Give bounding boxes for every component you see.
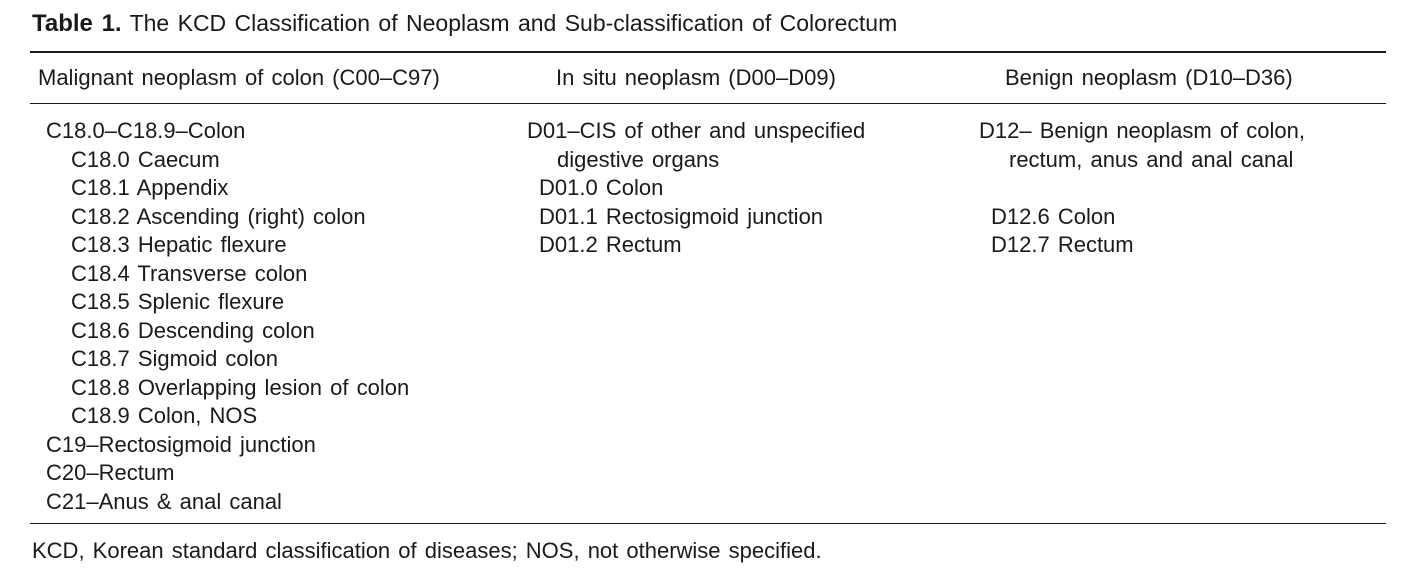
table-cell: C18.3 Hepatic flexure (71, 232, 287, 257)
table-cell: C18.0 Caecum (71, 146, 220, 172)
table-cell: C21–Anus & anal canal (46, 488, 282, 514)
table-label: Table 1. (32, 10, 122, 37)
table-cell: C20–Rectum (46, 460, 175, 485)
header-rule (30, 103, 1386, 104)
table-cell: D01.2 Rectum (539, 232, 682, 257)
table-cell: C18.2 Ascending (right) colon (71, 203, 366, 229)
table-cell: D01–CIS of other and unspecified (527, 118, 866, 143)
bottom-rule (30, 523, 1386, 524)
header-in-situ: In situ neoplasm (D00–D09) (556, 65, 836, 90)
table-cell: C18.0–C18.9–Colon (46, 118, 246, 143)
table-cell: D01.1 Rectosigmoid junction (539, 203, 824, 229)
header-malignant: Malignant neoplasm of colon (C00–C97) (38, 65, 440, 90)
table-title: The KCD Classification of Neoplasm and S… (129, 10, 898, 36)
header-benign: Benign neoplasm (D10–D36) (1005, 65, 1293, 90)
table-cell: C18.9 Colon, NOS (71, 403, 258, 428)
table-cell: digestive organs (557, 146, 720, 172)
table-cell: D12– Benign neoplasm of colon, (979, 118, 1305, 143)
table-cell: C18.6 Descending colon (71, 317, 315, 343)
table-caption: Table 1. The KCD Classification of Neopl… (32, 8, 897, 39)
table-cell: rectum, anus and anal canal (1009, 146, 1294, 172)
top-rule (30, 51, 1386, 53)
column-in-situ: D01–CIS of other and unspecified digesti… (527, 117, 865, 260)
table-cell: C18.4 Transverse colon (71, 260, 308, 286)
table-cell: C18.1 Appendix (71, 175, 229, 200)
table-cell: D01.0 Colon (539, 175, 664, 200)
table-cell: D12.6 Colon (991, 203, 1116, 229)
column-benign: D12– Benign neoplasm of colon, rectum, a… (979, 117, 1305, 260)
table-footnote: KCD, Korean standard classification of d… (32, 538, 822, 563)
table-cell: D12.7 Rectum (991, 232, 1134, 257)
column-malignant: C18.0–C18.9–Colon C18.0 Caecum C18.1 App… (46, 117, 409, 516)
table-cell: C18.8 Overlapping lesion of colon (71, 374, 410, 400)
table-cell: C19–Rectosigmoid junction (46, 431, 316, 457)
table-cell: C18.7 Sigmoid colon (71, 346, 279, 371)
table-cell: C18.5 Splenic flexure (71, 289, 285, 314)
blank-spacer (979, 174, 1305, 203)
